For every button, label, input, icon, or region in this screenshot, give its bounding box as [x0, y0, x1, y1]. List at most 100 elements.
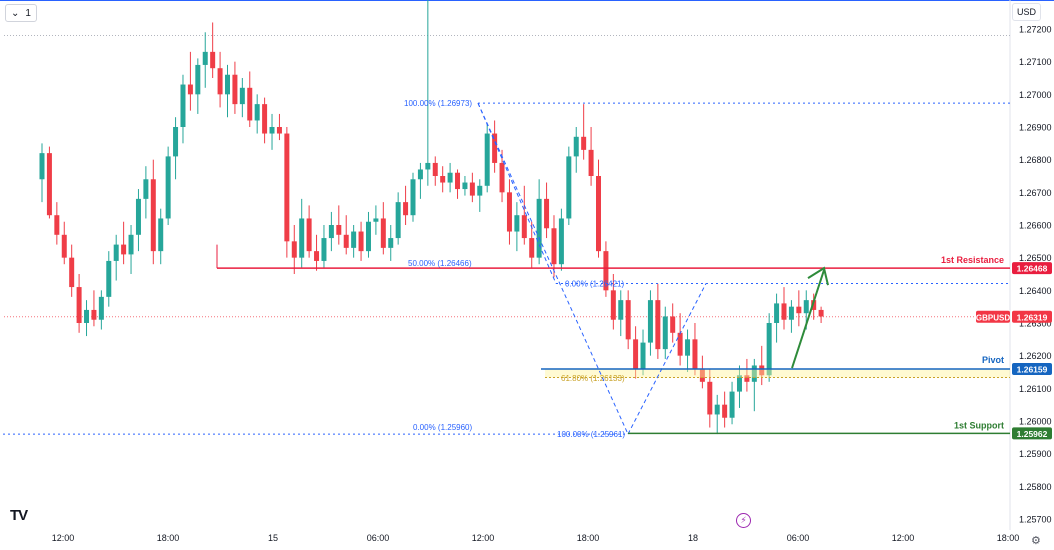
candles-group: [39, 0, 824, 435]
x-tick-label: 18:00: [997, 533, 1020, 543]
fib-trend-line-2: [477, 102, 629, 435]
lightning-icon[interactable]: ⚡: [736, 513, 751, 528]
y-tick-label: 1.27200: [1019, 25, 1052, 35]
candle-body: [751, 365, 757, 382]
candle-body: [544, 198, 550, 229]
candle-body: [210, 51, 216, 69]
x-tick-label: 06:00: [787, 533, 810, 543]
candle-body: [558, 218, 564, 265]
candle-body: [588, 149, 594, 177]
candle-body: [150, 179, 156, 252]
y-tick-label: 1.26200: [1019, 351, 1052, 361]
pivot-price-tag: 1.26159: [1017, 365, 1048, 375]
x-tick-label: 18: [688, 533, 698, 543]
candle-body: [788, 306, 794, 320]
candle-body: [84, 309, 90, 324]
candle-body: [158, 218, 164, 252]
candle-body: [744, 375, 750, 382]
candle-body: [581, 136, 587, 150]
fib-100-lower-label: 100.00% (1.25961): [557, 430, 625, 439]
fib-trend-line-3: [627, 283, 707, 435]
candle-body: [506, 192, 512, 232]
candle-body: [469, 182, 475, 196]
candle-body: [566, 156, 572, 219]
y-tick-label: 1.25700: [1019, 515, 1052, 525]
candle-body: [39, 153, 45, 180]
candle-body: [247, 87, 253, 121]
candle-body: [143, 179, 149, 199]
x-tick-label: 12:00: [52, 533, 75, 543]
candle-body: [803, 300, 809, 314]
candle-body: [314, 251, 320, 261]
tradingview-logo-icon: TV: [10, 507, 28, 524]
candle-body: [202, 51, 208, 65]
candle-body: [499, 162, 505, 193]
candle-body: [736, 375, 742, 392]
candle-body: [76, 287, 82, 324]
candle-body: [98, 296, 104, 320]
candle-body: [729, 391, 735, 418]
candle-body: [477, 185, 483, 196]
fib-618-zone: [545, 369, 1010, 378]
candle-body: [529, 238, 535, 258]
candle-body: [796, 306, 802, 314]
candle-body: [54, 215, 60, 235]
candle-body: [714, 404, 720, 415]
interval-selector[interactable]: ⌄ 1: [5, 4, 37, 22]
candle-body: [380, 218, 386, 248]
candle-body: [180, 84, 186, 128]
candle-body: [536, 198, 542, 258]
gear-icon[interactable]: ⚙: [1031, 535, 1041, 547]
candle-body: [417, 169, 423, 180]
candle-body: [306, 218, 312, 252]
fib-0-lower-label: 0.00% (1.25960): [413, 423, 472, 432]
support-price-tag-bg: [1012, 427, 1052, 440]
candle-body: [388, 238, 394, 248]
candle-body: [722, 404, 728, 418]
symbol-tag: GBPUSD: [976, 313, 1010, 322]
candle-body: [447, 172, 453, 183]
y-tick-label: 1.27100: [1019, 57, 1052, 67]
x-tick-label: 18:00: [157, 533, 180, 543]
candle-body: [187, 84, 193, 95]
candle-body: [662, 316, 668, 350]
fib-618-label: 61.80% (1.26133): [561, 374, 625, 383]
candle-body: [633, 339, 639, 369]
candle-body: [596, 176, 601, 252]
currency-label: USD: [1017, 7, 1037, 17]
candle-body: [351, 231, 357, 248]
candle-body: [165, 156, 171, 219]
symbol-tag-bg: [976, 310, 1010, 323]
fib-100-label: 100.00% (1.26973): [404, 99, 472, 108]
fib-trend-line-1: [477, 102, 557, 284]
candle-body: [343, 234, 349, 248]
candle-body: [195, 64, 201, 95]
candle-body: [440, 176, 446, 183]
candle-body: [299, 218, 305, 258]
support-price-tag: 1.25962: [1017, 429, 1048, 439]
candle-body: [818, 309, 824, 317]
candle-body: [647, 300, 653, 343]
candle-body: [276, 127, 282, 134]
candle-body: [91, 309, 97, 320]
candle-body: [328, 225, 334, 239]
candle-body: [69, 257, 75, 288]
currency-button[interactable]: USD: [1012, 3, 1042, 21]
candle-body: [677, 332, 683, 356]
candle-body: [492, 133, 498, 163]
candle-body: [365, 221, 371, 252]
candle-body: [484, 133, 490, 186]
candle-body: [46, 153, 52, 216]
candle-body: [625, 300, 631, 340]
candle-body: [781, 303, 787, 320]
resistance-price-tag: 1.26468: [1017, 264, 1048, 274]
candle-body: [336, 225, 342, 235]
pivot-price-tag-bg: [1012, 363, 1052, 376]
fib-50-label: 50.00% (1.26466): [408, 259, 472, 268]
last-price-tag: 1.26319: [1017, 312, 1048, 322]
y-tick-label: 1.26500: [1019, 253, 1052, 263]
candle-body: [358, 231, 364, 252]
candle-body: [655, 300, 661, 350]
candle-body: [432, 162, 438, 177]
